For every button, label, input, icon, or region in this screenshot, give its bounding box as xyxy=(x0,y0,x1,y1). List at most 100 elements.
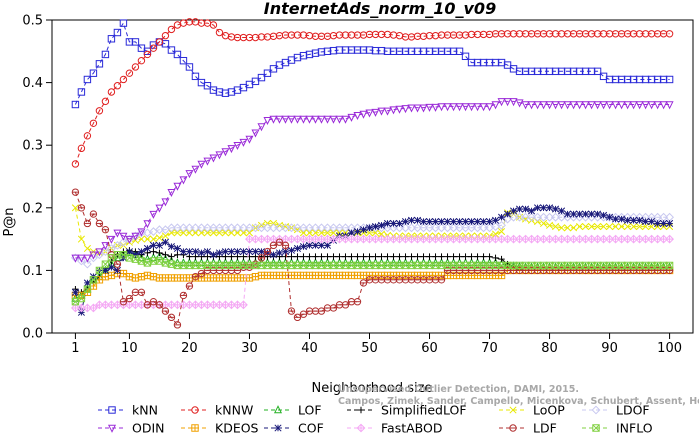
data-point-knn xyxy=(257,73,266,82)
data-point-ldof xyxy=(287,223,296,233)
data-point-cof xyxy=(648,218,656,226)
data-point-odin xyxy=(485,103,494,112)
data-point-cof xyxy=(269,251,278,259)
data-point-ldf xyxy=(143,301,152,309)
data-point-simplifiedlof xyxy=(450,253,457,260)
data-point-odin xyxy=(347,113,356,122)
data-point-odin xyxy=(599,101,608,110)
data-point-odin xyxy=(125,235,134,244)
data-point-ldof xyxy=(323,223,332,233)
data-point-ldof xyxy=(245,223,254,233)
series-odin xyxy=(71,98,674,263)
x-tick-label: 70 xyxy=(481,341,498,356)
data-point-ldof xyxy=(425,223,434,233)
data-point-cof xyxy=(600,211,608,219)
data-point-knn xyxy=(665,75,674,84)
data-point-simplifiedlof xyxy=(174,251,181,258)
data-point-cof xyxy=(161,238,169,246)
data-point-kdeos xyxy=(185,274,194,282)
data-point-ldof xyxy=(473,223,482,233)
data-point-knn xyxy=(455,47,464,55)
data-point-ldof xyxy=(101,247,110,257)
data-point-simplifiedlof xyxy=(342,253,349,260)
legend-item-knn: kNN xyxy=(98,403,158,418)
data-point-odin xyxy=(533,101,542,110)
data-point-odin xyxy=(161,198,170,207)
data-point-knn xyxy=(227,88,236,96)
data-point-kdeos xyxy=(329,271,338,280)
data-point-ldf xyxy=(137,288,146,297)
data-point-ldof xyxy=(455,223,464,233)
watermark-line-1: Unsupervised Outlier Detection, DAMI, 20… xyxy=(338,384,579,395)
data-point-odin xyxy=(293,115,302,124)
data-point-ldf xyxy=(95,219,104,228)
data-point-odin xyxy=(641,101,650,110)
data-point-ldof xyxy=(509,212,518,222)
data-point-ldof xyxy=(317,223,326,233)
data-point-knn xyxy=(173,50,182,59)
data-point-kdeos xyxy=(347,271,356,280)
data-point-cof xyxy=(71,288,79,296)
axes-layer: 1 10 20 30 40 50 60 70 80 90 100 0.0 0.1 0.2 0.3 0.4 0.5 xyxy=(22,14,682,357)
x-tick-label: 100 xyxy=(657,341,682,356)
data-point-ldof xyxy=(95,250,104,260)
data-point-cof xyxy=(347,229,356,237)
data-point-odin xyxy=(455,103,464,112)
data-point-odin xyxy=(419,104,428,113)
data-point-cof xyxy=(185,248,193,256)
data-point-cof xyxy=(383,219,392,228)
legend-item-simplifiedlof: SimplifiedLOF xyxy=(347,403,467,418)
data-point-kdeos xyxy=(203,274,212,282)
data-point-ldof xyxy=(227,223,236,233)
data-point-kdeos xyxy=(215,274,224,282)
data-point-loop xyxy=(155,234,163,242)
y-tick-label: 0.1 xyxy=(22,264,43,279)
data-point-knnw xyxy=(155,38,164,46)
data-point-knnw xyxy=(83,132,92,140)
data-point-ldof xyxy=(269,223,278,233)
data-point-ldf xyxy=(191,272,200,281)
data-point-cof xyxy=(353,228,362,236)
data-point-odin xyxy=(371,108,380,117)
data-point-odin xyxy=(545,101,554,110)
data-point-loop xyxy=(239,229,248,237)
data-point-ldof xyxy=(533,212,542,222)
data-point-cof xyxy=(203,248,212,256)
data-point-knn xyxy=(203,82,212,90)
legend-item-lof: LOF xyxy=(264,403,322,418)
chart-title: InternetAds_norm_10_v09 xyxy=(264,0,496,18)
legend-label: KDEOS xyxy=(215,421,259,434)
data-point-loop xyxy=(558,224,566,232)
data-point-odin xyxy=(299,115,308,124)
data-point-cof xyxy=(521,205,530,213)
data-point-ldof xyxy=(83,259,92,269)
data-point-ldof xyxy=(419,223,428,233)
data-point-ldf xyxy=(233,266,242,275)
data-point-odin xyxy=(221,148,230,157)
data-point-inflo xyxy=(101,260,110,268)
data-point-kdeos xyxy=(119,269,128,278)
data-point-kdeos xyxy=(101,272,110,281)
data-point-odin xyxy=(665,101,674,110)
legend-label: LDF xyxy=(533,421,557,434)
data-point-ldof xyxy=(221,223,230,233)
data-point-kdeos xyxy=(209,274,218,282)
data-point-cof xyxy=(359,226,368,234)
data-point-inflo xyxy=(143,259,152,267)
data-point-knn xyxy=(275,61,284,69)
legend-swatch-marker xyxy=(591,405,601,415)
data-point-ldof xyxy=(155,225,164,235)
data-point-ldof xyxy=(545,212,554,222)
data-point-cof xyxy=(564,210,572,218)
data-point-ldf xyxy=(131,288,140,297)
data-point-kdeos xyxy=(257,271,266,280)
data-point-simplifiedlof xyxy=(336,253,343,260)
series-line-cof xyxy=(74,207,670,313)
data-point-knn xyxy=(263,69,272,77)
data-point-odin xyxy=(167,188,176,197)
data-point-loop xyxy=(191,229,199,237)
series-line-loop xyxy=(74,207,670,254)
data-point-ldof xyxy=(551,212,560,222)
data-point-inflo xyxy=(107,254,116,262)
data-point-cof xyxy=(413,216,422,224)
